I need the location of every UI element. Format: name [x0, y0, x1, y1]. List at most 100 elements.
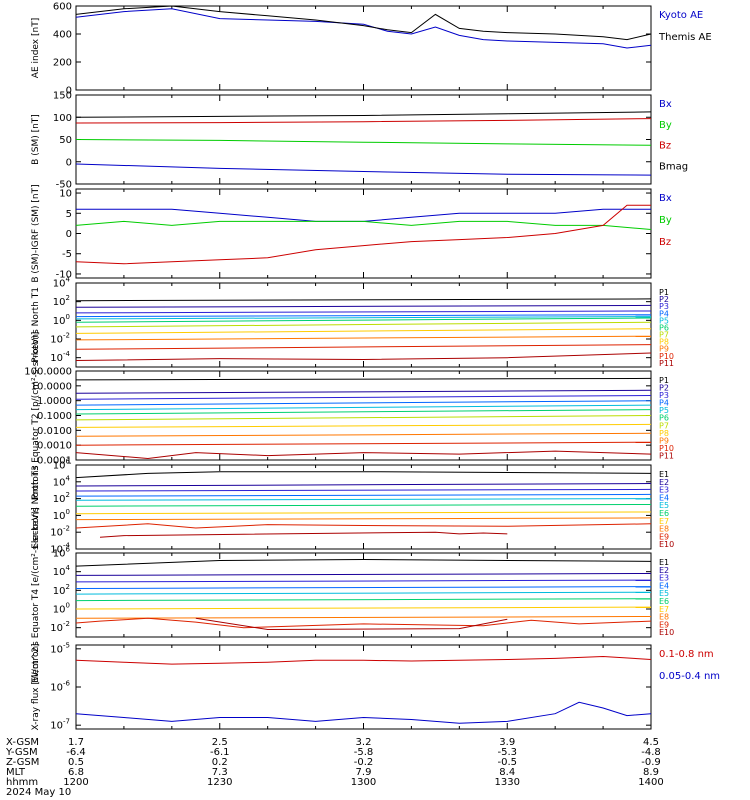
- legend-entry: 0.05-0.4 nm: [659, 671, 720, 682]
- y-tick-label: 104: [53, 474, 71, 488]
- legend-entry: E3: [659, 574, 669, 583]
- legend-entry: E1: [659, 470, 669, 479]
- legend-entry: E9: [659, 620, 669, 629]
- position-row-value: 3.9: [499, 737, 515, 748]
- y-tick-label: -10: [56, 269, 72, 280]
- y-tick-label: 0: [66, 86, 72, 97]
- series-line-P8: [75, 423, 652, 428]
- y-tick-label: 10-2: [50, 332, 70, 346]
- series-line-E1: [75, 558, 652, 567]
- series-line-Bz: [75, 118, 652, 124]
- legend-entry: P11: [659, 451, 674, 460]
- legend-entry: P4: [659, 399, 669, 408]
- series-line-E9: [75, 617, 652, 629]
- y-tick-label: 1.0000: [37, 396, 72, 407]
- series-line-Bz: [75, 204, 651, 265]
- position-row-value: 0.5: [68, 757, 84, 768]
- y-tick-label: 0.1000: [37, 411, 72, 422]
- legend-entry: Bz: [659, 141, 671, 152]
- series-line-Kyoto AE: [75, 8, 652, 49]
- legend-entry: P9: [659, 345, 669, 354]
- legend-entry: P1: [659, 376, 669, 385]
- legend-entry: P6: [659, 323, 669, 332]
- panel-5: 0.0001 0.0010 0.0100 0.1000 1.0000 10.0000 100…: [24, 332, 674, 500]
- series-line-P6: [75, 317, 652, 323]
- panel-8: 10-7 10-6 10-5 X-ray flux [W/m^2] 0.1-0.8 nm…: [31, 641, 720, 731]
- position-row-label: MLT: [6, 767, 26, 778]
- panel-frame: [75, 94, 652, 185]
- legend-entry: P7: [659, 421, 669, 430]
- panel-3: -10 -5 0 5 10 B (SM)-IGRF (SM) [nT] Bx By Bz: [31, 184, 672, 282]
- y-tick-label: 150: [53, 91, 72, 102]
- position-row-value: -0.2: [354, 757, 374, 768]
- legend-entry: P11: [659, 359, 674, 368]
- y-tick-label: 10-4: [50, 350, 70, 364]
- legend-entry: Themis AE: [658, 32, 712, 43]
- y-tick-label: 10.0000: [31, 381, 72, 392]
- y-axis-label: Protons North T1: [31, 287, 41, 363]
- legend-entry: P10: [659, 352, 674, 361]
- y-axis-label: AE index [nT]: [31, 18, 41, 78]
- legend-entry: E6: [659, 509, 669, 518]
- position-row-label: X-GSM: [6, 737, 39, 748]
- position-row-value: -4.8: [641, 747, 661, 758]
- y-tick-label: 102: [53, 583, 70, 597]
- legend-entry: E2: [659, 566, 669, 575]
- series-line-P9: [75, 432, 652, 437]
- series-line-P4: [75, 400, 652, 406]
- series-line-E8: [75, 616, 652, 619]
- series-line-P7: [75, 321, 652, 328]
- legend-entry: P3: [659, 391, 669, 400]
- legend-entry: E7: [659, 605, 669, 614]
- series-line-P8: [75, 328, 652, 334]
- y-tick-label: 400: [53, 30, 72, 41]
- legend-entry: 0.1-0.8 nm: [659, 649, 714, 660]
- y-tick-label: 10-5: [50, 641, 70, 655]
- legend-entry: E6: [659, 597, 669, 606]
- series-line-E5: [75, 591, 652, 595]
- panel-frame: [75, 5, 652, 91]
- series-line-P11: [75, 352, 652, 361]
- legend-entry: Bx: [659, 193, 672, 204]
- panel-frame: [75, 188, 652, 279]
- legend-entry: E10: [659, 628, 674, 637]
- legend-entry: P8: [659, 429, 669, 438]
- legend-entry: P2: [659, 384, 669, 393]
- y-tick-label: 0: [66, 157, 72, 168]
- y-tick-label: 106: [53, 546, 71, 560]
- series-line-E2: [75, 483, 652, 487]
- y-tick-label: 0.0001: [37, 456, 72, 467]
- legend-entry: By: [659, 120, 672, 131]
- legend-entry: E10: [659, 540, 674, 549]
- y-tick-label: 0.0010: [37, 441, 72, 452]
- series-line-P2: [75, 389, 652, 394]
- series-line-0.05-0.4 nm: [75, 701, 652, 724]
- legend-entry: E8: [659, 525, 669, 534]
- y-tick-label: 100: [53, 602, 70, 616]
- series-line-Bmag: [75, 111, 652, 118]
- legend-entry: P5: [659, 316, 669, 325]
- series-line-By: [75, 139, 652, 146]
- series-line-E6: [75, 504, 652, 507]
- position-row-value: 4.5: [643, 737, 659, 748]
- series-line-E9: [75, 523, 652, 529]
- y-tick-label: -5: [62, 249, 72, 260]
- series-line-E7: [75, 606, 652, 610]
- y-tick-label: 10-2: [50, 525, 70, 539]
- series-line-Themis AE: [75, 5, 652, 41]
- position-row-label: hhmm: [6, 777, 38, 788]
- legend-entry: E8: [659, 613, 669, 622]
- legend-entry: P2: [659, 295, 669, 304]
- panel-7: 10-2 100 102 104 106 Electrons Equator T4 [e/…: [31, 507, 674, 683]
- legend-entry: P5: [659, 406, 669, 415]
- series-line-E3: [75, 579, 652, 583]
- series-line-E10: [99, 531, 508, 538]
- y-tick-label: 102: [53, 491, 70, 505]
- legend-entry: P6: [659, 414, 669, 423]
- series-line-P6: [75, 409, 652, 415]
- position-row-value: -5.3: [497, 747, 517, 758]
- series-line-P4: [75, 314, 652, 318]
- y-tick-label: 104: [53, 564, 71, 578]
- legend-entry: E2: [659, 478, 669, 487]
- y-tick-label: 104: [53, 276, 71, 290]
